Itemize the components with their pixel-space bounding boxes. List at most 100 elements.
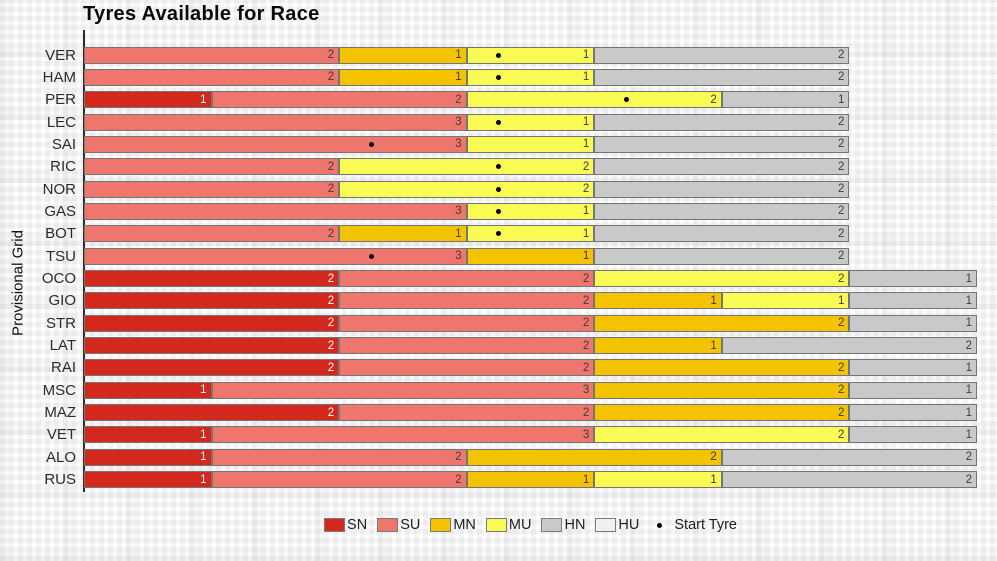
- driver-label-str: STR: [46, 314, 76, 332]
- segment-count: 1: [582, 138, 590, 151]
- segment-count: 2: [965, 473, 972, 486]
- segment-count: 2: [327, 294, 335, 307]
- segment-count: 1: [455, 227, 462, 240]
- bar-segment-hn: 1: [849, 270, 977, 287]
- segment-count: 2: [455, 93, 462, 106]
- driver-label-lat: LAT: [49, 337, 76, 355]
- start-tyre-dot: [496, 208, 502, 214]
- segment-count: 1: [582, 250, 590, 263]
- segment-count: 1: [582, 116, 590, 129]
- segment-count: 2: [837, 406, 845, 419]
- legend-swatch-hu: [595, 518, 617, 532]
- bar-segment-hn: 2: [594, 247, 850, 265]
- bar-segment-sn: 2: [84, 337, 340, 355]
- bar-segment-su: 2: [339, 359, 595, 377]
- bar-segment-hn: 1: [721, 91, 850, 109]
- driver-label-nor: NOR: [42, 180, 76, 198]
- bar-segment-mu: 2: [594, 426, 850, 444]
- segment-count: 2: [455, 473, 462, 486]
- segment-count: 1: [710, 339, 717, 352]
- segment-count: 2: [837, 160, 845, 173]
- segment-count: 1: [200, 384, 207, 397]
- driver-label-msc: MSC: [42, 381, 76, 399]
- bar-segment-mn: 1: [339, 225, 467, 243]
- bar-segment-su: 2: [84, 180, 340, 198]
- driver-label-alo: ALO: [45, 448, 76, 466]
- segment-count: 1: [965, 406, 972, 419]
- segment-count: 2: [327, 183, 335, 196]
- bar-segment-sn: 1: [84, 471, 212, 489]
- bar-segment-mu: 1: [466, 135, 595, 153]
- bar-segment-su: 2: [84, 68, 340, 86]
- bar-segment-su: 3: [84, 202, 467, 220]
- segment-count: 3: [582, 384, 590, 397]
- bar-segment-sn: 1: [84, 91, 212, 109]
- segment-count: 2: [582, 406, 590, 419]
- bar-segment-su: 2: [339, 270, 595, 287]
- segment-count: 2: [837, 49, 845, 61]
- segment-count: 1: [582, 49, 590, 61]
- bar-segment-su: 2: [211, 471, 467, 489]
- bar-segment-hn: 2: [594, 46, 850, 64]
- segment-count: 2: [837, 272, 845, 285]
- legend: SN SU MN MU HN HU Start Tyre: [84, 515, 977, 535]
- segment-count: 3: [455, 250, 462, 263]
- segment-count: 2: [582, 160, 590, 173]
- driver-label-ver: VER: [45, 46, 76, 64]
- start-tyre-dot: [496, 186, 502, 192]
- legend-swatch-su: [377, 518, 399, 532]
- segment-count: 2: [327, 272, 335, 285]
- bar-segment-mn: 2: [594, 381, 850, 399]
- segment-count: 2: [327, 339, 335, 352]
- bar-segment-mu: 2: [339, 180, 595, 198]
- bar-segment-mu: 2: [594, 270, 850, 287]
- bar-segment-hn: 1: [849, 359, 977, 377]
- segment-count: 2: [837, 384, 845, 397]
- segment-count: 1: [200, 93, 207, 106]
- start-tyre-legend: Start Tyre: [657, 517, 737, 533]
- segment-count: 2: [582, 361, 590, 374]
- bar-segment-mn: 1: [339, 68, 467, 86]
- bar-segment-hn: 1: [849, 426, 977, 444]
- bar-segment-sn: 1: [84, 381, 212, 399]
- bar-segment-mn: 1: [466, 471, 595, 489]
- bar-segment-hn: 2: [721, 337, 977, 355]
- bar-segment-su: 2: [84, 225, 340, 243]
- bar-segment-sn: 2: [84, 359, 340, 377]
- driver-label-per: PER: [45, 91, 76, 109]
- start-tyre-dot: [368, 141, 374, 147]
- segment-count: 2: [327, 361, 335, 374]
- segment-count: 2: [327, 227, 335, 240]
- start-tyre-dot: [496, 52, 502, 58]
- bar-segment-mn: 1: [594, 337, 722, 355]
- segment-count: 3: [455, 138, 462, 151]
- driver-label-ham: HAM: [42, 68, 76, 86]
- page-title: Tyres Available for Race: [83, 3, 320, 25]
- segment-count: 1: [200, 451, 207, 464]
- bar-segment-mn: 2: [594, 314, 850, 332]
- segment-count: 3: [455, 205, 462, 218]
- bar-segment-su: 2: [339, 404, 595, 422]
- segment-count: 2: [582, 294, 590, 307]
- segment-count: 2: [710, 451, 717, 464]
- segment-count: 2: [837, 116, 845, 129]
- segment-count: 1: [838, 294, 845, 307]
- bar-segment-hn: 2: [594, 68, 850, 86]
- segment-count: 2: [837, 428, 845, 441]
- legend-label: HU: [618, 517, 640, 533]
- driver-label-lec: LEC: [46, 113, 76, 131]
- legend-label: SU: [400, 517, 421, 533]
- bar-segment-hn: 2: [594, 202, 850, 220]
- bar-segment-mn: 2: [594, 404, 850, 422]
- segment-count: 2: [837, 205, 845, 218]
- bar-segment-su: 2: [84, 158, 340, 176]
- bar-segment-hn: 2: [594, 135, 850, 153]
- segment-count: 2: [837, 227, 845, 240]
- segment-count: 1: [965, 272, 972, 285]
- segment-count: 1: [710, 473, 717, 486]
- start-tyre-dot: [496, 164, 502, 170]
- bar-segment-mn: 1: [339, 46, 467, 64]
- legend-item-su: SU: [377, 517, 420, 533]
- segment-count: 2: [582, 339, 590, 352]
- legend-item-mu: MU: [485, 517, 531, 533]
